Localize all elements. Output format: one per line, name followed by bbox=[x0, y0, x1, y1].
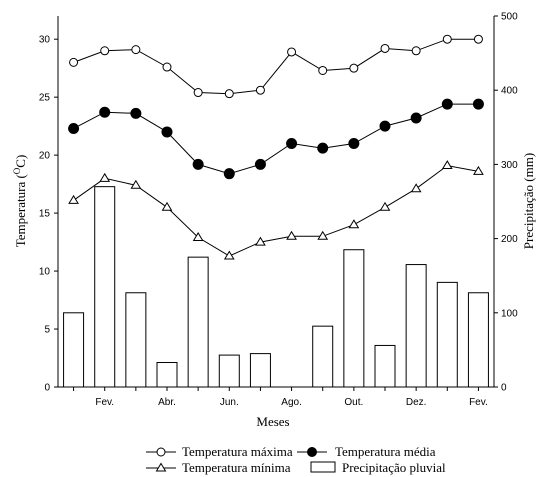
mean-temp-point bbox=[192, 158, 204, 170]
y-left-tick-label: 15 bbox=[39, 209, 51, 220]
max-temp-point bbox=[411, 46, 421, 56]
legend-swatch-rain bbox=[310, 461, 336, 473]
precip-bar bbox=[156, 362, 178, 388]
precip-bar bbox=[343, 249, 365, 388]
legend-label-mean: Temperatura média bbox=[335, 444, 436, 459]
precip-bar bbox=[374, 344, 396, 388]
min-temp-point bbox=[441, 160, 453, 170]
mean-temp-point bbox=[317, 142, 329, 154]
series-line bbox=[73, 38, 479, 95]
min-temp-point bbox=[255, 236, 266, 246]
temperature-lines bbox=[68, 34, 484, 260]
y-left-tick-label: 10 bbox=[39, 267, 51, 278]
legend-label-rain: Precipitação pluvial bbox=[342, 460, 446, 475]
precip-bar bbox=[63, 312, 85, 388]
min-temp-point bbox=[410, 183, 422, 193]
min-temp-point bbox=[473, 165, 484, 175]
max-temp-point bbox=[442, 34, 452, 44]
max-temp-point bbox=[473, 34, 483, 44]
max-temp-point bbox=[131, 45, 141, 55]
min-temp-point bbox=[130, 179, 142, 189]
max-temp-point bbox=[69, 57, 79, 67]
max-temp-point bbox=[224, 89, 234, 99]
min-temp-point bbox=[161, 201, 173, 211]
x-axis-title: Meses bbox=[256, 414, 289, 429]
legend-marker-max bbox=[156, 447, 166, 457]
max-temp-point bbox=[162, 62, 172, 72]
precip-bar bbox=[312, 325, 334, 388]
y-left-tick-label: 0 bbox=[44, 383, 50, 394]
min-temp-point bbox=[99, 172, 111, 182]
mean-temp-point bbox=[441, 98, 453, 110]
mean-temp-point bbox=[130, 107, 142, 119]
y-right-tick-label: 500 bbox=[501, 12, 518, 23]
mean-temp-point bbox=[348, 138, 360, 150]
legend-label-min: Temperatura mínima bbox=[182, 460, 291, 475]
y-right-tick-label: 300 bbox=[501, 160, 518, 171]
y-right-tick-label: 100 bbox=[501, 308, 518, 319]
mean-temp-point bbox=[223, 168, 235, 180]
min-temp-point bbox=[348, 219, 360, 229]
y-right-tick-label: 0 bbox=[501, 383, 507, 394]
y-left-axis-title: Temperatura (OC) bbox=[12, 155, 28, 248]
legend-marker-min bbox=[155, 462, 167, 472]
mean-temp-point bbox=[379, 120, 391, 132]
precip-bar bbox=[94, 186, 116, 388]
min-temp-point bbox=[192, 231, 204, 241]
max-temp-point bbox=[318, 65, 328, 75]
x-tick-label: Fev. bbox=[469, 397, 488, 408]
max-temp-point bbox=[100, 46, 110, 56]
max-temp-point bbox=[380, 43, 390, 53]
x-tick-label: Out. bbox=[344, 397, 363, 408]
precip-bar bbox=[187, 256, 209, 388]
max-temp-point bbox=[193, 88, 203, 98]
y-left-tick-label: 30 bbox=[39, 35, 51, 46]
legend-item-mean: Temperatura média bbox=[297, 444, 436, 459]
y-right-tick-label: 200 bbox=[501, 234, 518, 245]
precip-bar bbox=[218, 354, 240, 388]
min-temp-point bbox=[68, 194, 79, 204]
min-temp-point bbox=[379, 201, 391, 211]
mean-temp-point bbox=[254, 158, 266, 170]
precip-bar bbox=[467, 292, 489, 388]
x-tick-label: Fev. bbox=[95, 397, 114, 408]
precip-bar bbox=[249, 353, 271, 388]
x-tick-label: Ago. bbox=[281, 397, 302, 408]
max-temp-point bbox=[255, 85, 265, 95]
y-right-axis-title: Precipitação (mm) bbox=[521, 153, 536, 249]
legend-marker-mean bbox=[307, 447, 317, 457]
y-right-tick-label: 400 bbox=[501, 86, 518, 97]
max-temp-point bbox=[287, 47, 297, 57]
mean-temp-point bbox=[161, 126, 173, 138]
x-tick-label: Dez. bbox=[406, 397, 427, 408]
precipitation-bars bbox=[63, 186, 489, 388]
y-left-tick-label: 5 bbox=[44, 325, 50, 336]
mean-temp-point bbox=[286, 138, 298, 150]
legend-item-max: Temperatura máxima bbox=[146, 444, 293, 459]
mean-temp-point bbox=[68, 122, 80, 134]
min-temp-point bbox=[286, 230, 297, 240]
legend: Temperatura máxima Temperatura média Tem… bbox=[146, 444, 446, 475]
mean-temp-point bbox=[99, 106, 111, 118]
y-left-tick-label: 25 bbox=[39, 93, 51, 104]
series-line bbox=[73, 165, 479, 257]
legend-item-min: Temperatura mínima bbox=[146, 460, 291, 475]
mean-temp-point bbox=[472, 98, 484, 110]
legend-label-max: Temperatura máxima bbox=[182, 444, 293, 459]
precip-bar bbox=[405, 264, 427, 388]
precip-bar bbox=[125, 292, 147, 388]
legend-item-rain: Precipitação pluvial bbox=[310, 460, 446, 475]
precip-bar bbox=[436, 281, 458, 388]
mean-temp-point bbox=[410, 112, 422, 124]
min-temp-point bbox=[223, 250, 235, 260]
y-left-tick-label: 20 bbox=[39, 151, 51, 162]
x-tick-label: Jun. bbox=[220, 397, 239, 408]
x-tick-label: Abr. bbox=[158, 397, 176, 408]
min-temp-point bbox=[317, 230, 329, 240]
max-temp-point bbox=[349, 63, 359, 73]
